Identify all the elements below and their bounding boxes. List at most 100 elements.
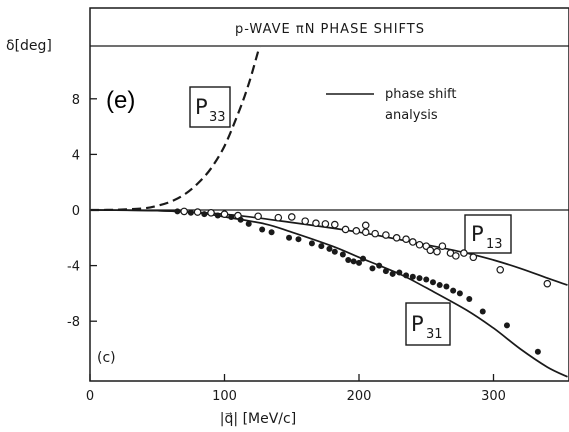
curve-label-p33-sub: 33 [209,110,226,125]
panel-tag: (e) [106,87,135,114]
filled-point-16 [345,257,352,264]
filled-point-36 [503,322,510,329]
open-point-18 [392,234,401,242]
filled-point-35 [479,308,486,315]
filled-point-13 [326,245,333,252]
x-tick-label-1: 100 [212,389,237,404]
open-point-9 [312,219,320,228]
curve-label-p13: P 13 [464,214,512,254]
filled-point-33 [456,290,463,297]
open-point-20 [408,238,417,246]
curve-label-p33: P 33 [189,86,231,128]
open-point-23 [426,246,435,255]
filled-point-11 [308,240,315,247]
y-tick-label-4: -8 [67,315,80,330]
filled-point-37 [534,348,541,355]
filled-point-32 [450,287,457,294]
open-point-27 [452,252,460,260]
filled-point-14 [331,248,338,255]
open-point-30 [496,265,505,274]
open-point-10 [321,220,330,228]
open-point-15 [361,221,370,230]
filled-point-23 [389,270,396,277]
filled-point-29 [429,279,436,286]
curve-label-p33-main: P [195,95,208,119]
open-point-0 [180,207,188,216]
y-axis-label: δ[deg] [6,38,52,54]
filled-point-31 [443,283,450,290]
open-point-12 [341,225,350,234]
y-tick-label-1: 4 [72,148,80,163]
curve-p33-dashed [91,47,261,212]
filled-point-28 [423,276,430,283]
legend-label-line2: analysis [385,108,438,123]
axis-ticks: 0 100 200 300 8 4 0 -4 -8 [67,93,506,404]
filled-point-2 [201,211,208,218]
y-tick-label-0: 8 [72,93,80,108]
filled-point-1 [187,209,194,216]
filled-point-6 [245,220,252,227]
filled-point-15 [339,251,346,258]
curve-label-p31-box [405,302,451,346]
open-point-1 [193,208,202,216]
filled-point-26 [409,273,416,280]
open-point-21 [415,240,424,249]
x-tick-label-2: 200 [347,389,372,404]
open-point-16 [371,229,379,238]
filled-point-7 [259,226,266,233]
open-point-5 [254,212,262,221]
filled-point-0 [174,208,181,215]
curve-label-p13-sub: 13 [486,237,503,252]
open-point-14 [361,228,370,237]
open-point-6 [274,213,283,222]
curve-label-p13-main: P [471,222,484,246]
open-point-13 [352,227,361,235]
legend-label-line1: phase shift [385,87,456,102]
filled-point-5 [237,216,244,223]
filled-point-10 [295,236,302,243]
open-point-28 [460,249,468,257]
filled-point-27 [416,275,423,282]
filled-point-18 [356,259,362,266]
open-point-8 [301,217,310,225]
filled-point-22 [382,268,389,275]
curve-label-p31: P 31 [405,302,451,346]
open-point-11 [330,220,339,229]
open-point-29 [469,253,478,262]
chart-title: p-WAVE πN PHASE SHIFTS [235,22,425,37]
open-point-19 [402,235,410,243]
filled-point-24 [396,269,403,276]
open-point-3 [220,210,229,218]
filled-point-30 [436,282,443,289]
open-point-31 [543,279,552,288]
open-point-25 [438,242,447,250]
curve-label-p13-box [464,214,512,254]
x-tick-label-0: 0 [86,389,94,404]
open-point-2 [207,208,215,217]
x-axis-label: |q⃗| [MeV/c] [220,411,296,427]
phase-shift-curves [91,47,568,378]
filled-point-9 [286,234,293,241]
open-point-17 [382,231,390,239]
filled-point-21 [376,262,383,269]
filled-point-3 [214,212,221,219]
plot-frame [89,7,569,382]
y-tick-label-3: -4 [67,260,80,275]
filled-point-17 [350,258,357,265]
filled-point-12 [318,243,325,250]
filled-point-20 [369,265,376,272]
x-tick-label-3: 300 [481,389,506,404]
y-tick-label-2: 0 [72,204,80,219]
open-point-7 [287,213,296,221]
curve-label-p31-sub: 31 [426,327,443,342]
curve-label-p31-main: P [411,312,424,336]
filled-point-25 [403,272,410,279]
filled-point-34 [466,295,473,302]
data-points [174,207,552,355]
filled-point-4 [228,213,235,220]
curve-label-p33-box [189,86,231,128]
filled-point-19 [360,255,367,262]
filled-point-8 [268,229,275,236]
corner-tag: (c) [97,350,116,366]
